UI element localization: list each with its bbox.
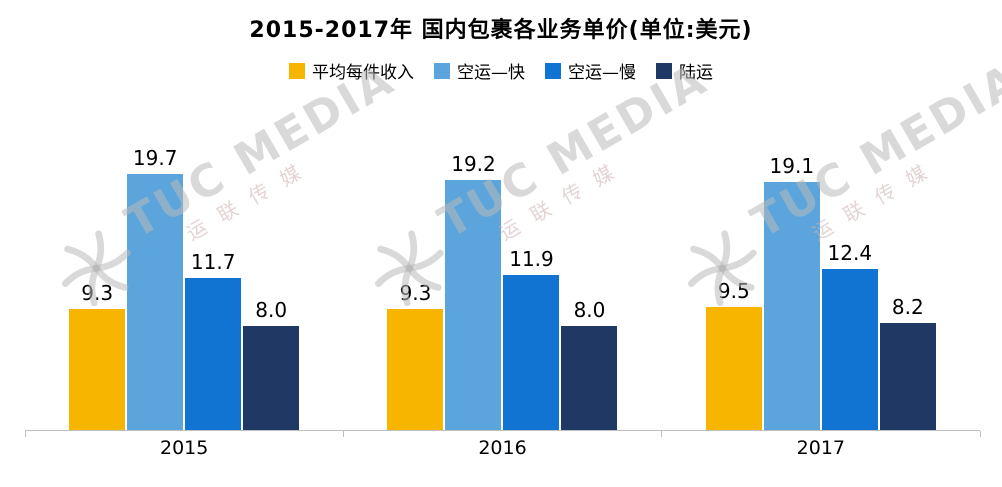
- bar: [127, 173, 184, 430]
- bar-column: 9.5: [705, 278, 762, 430]
- bar: [821, 268, 878, 430]
- legend-swatch: [545, 62, 561, 79]
- legend-label: 陆运: [679, 63, 713, 83]
- bar: [185, 277, 242, 430]
- chart-title: 2015-2017年 国内包裹各业务单价(单位:美元): [249, 18, 753, 43]
- x-axis-label: 2015: [159, 437, 209, 459]
- legend-swatch: [289, 62, 305, 79]
- bar-group-2015: 9.3 19.7 11.7 8.0: [25, 100, 343, 430]
- bar-column: 11.9: [503, 247, 560, 430]
- bar: [445, 180, 502, 430]
- legend-item: 空运—快: [434, 58, 525, 83]
- x-axis-label: 2017: [796, 437, 845, 459]
- plot-area: 9.3 19.7 11.7 8.0 9.3 19.2 11.9 8.0 9.5 19.1 12.4 8…: [25, 100, 980, 431]
- bar: [561, 326, 618, 430]
- value-label: 8.0: [573, 298, 606, 322]
- legend: 平均每件收入 空运—快 空运—慢 陆运: [0, 58, 1002, 83]
- bar-column: 8.2: [879, 295, 936, 430]
- bar: [879, 323, 936, 430]
- bar-column: 8.0: [561, 298, 618, 430]
- legend-item: 陆运: [656, 58, 713, 83]
- bar-column: 11.7: [185, 249, 242, 430]
- bar-column: 19.1: [763, 153, 820, 430]
- axis-tick: [342, 431, 344, 437]
- x-axis: 2015 2016 2017: [24, 431, 981, 465]
- value-label: 12.4: [827, 240, 873, 265]
- bar: [503, 275, 560, 430]
- bar: [387, 309, 444, 430]
- bar-column: 12.4: [821, 240, 878, 430]
- legend-label: 平均每件收入: [312, 63, 414, 83]
- legend-label: 空运—慢: [568, 63, 636, 83]
- axis-tick: [24, 431, 26, 437]
- value-label: 8.2: [891, 295, 924, 320]
- legend-swatch: [434, 62, 450, 79]
- value-label: 19.7: [132, 145, 178, 170]
- x-axis-label: 2016: [478, 437, 527, 459]
- bar: [763, 181, 820, 430]
- value-label: 19.2: [451, 152, 496, 177]
- bar-column: 9.3: [387, 281, 444, 430]
- value-label: 8.0: [255, 298, 288, 322]
- value-label: 9.5: [717, 278, 750, 303]
- value-label: 11.9: [509, 247, 554, 272]
- axis-tick: [979, 431, 981, 437]
- legend-swatch: [656, 62, 672, 79]
- axis-tick: [661, 431, 663, 437]
- bar-column: 19.7: [127, 145, 184, 430]
- value-label: 9.3: [399, 281, 432, 306]
- bar-column: 8.0: [243, 298, 300, 430]
- value-label: 11.7: [190, 249, 236, 274]
- bar-group-2017: 9.5 19.1 12.4 8.2: [662, 100, 980, 430]
- bar-group-2016: 9.3 19.2 11.9 8.0: [343, 100, 661, 430]
- bar-column: 19.2: [445, 152, 502, 430]
- bar: [705, 306, 762, 430]
- bar: [69, 309, 126, 430]
- value-label: 19.1: [769, 153, 815, 178]
- bar: [243, 326, 300, 430]
- legend-item: 平均每件收入: [289, 58, 414, 83]
- value-label: 9.3: [81, 281, 114, 306]
- legend-item: 空运—慢: [545, 58, 636, 83]
- bar-column: 9.3: [69, 281, 126, 430]
- legend-label: 空运—快: [457, 63, 525, 83]
